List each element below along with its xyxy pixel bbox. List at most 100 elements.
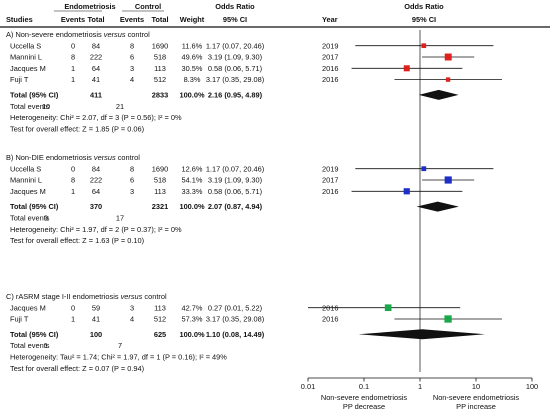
left-direction-sub: PP decrease (343, 402, 385, 411)
or-ci-cell: 0.27 (0.01, 5.22) (208, 303, 262, 312)
x-tick-label: 0.01 (301, 382, 315, 391)
pooled-or-ci: 1.10 (0.08, 14.49) (206, 330, 265, 339)
study-name: Uccella S (10, 41, 41, 50)
total2-cell: 113 (154, 303, 166, 312)
total2-cell: 113 (154, 64, 166, 73)
total1-cell: 41 (92, 75, 100, 84)
or-ci-header: 95% CI (223, 15, 247, 24)
total2-sum: 625 (154, 330, 166, 339)
events2-cell: 4 (130, 75, 134, 84)
total2-cell: 1690 (152, 164, 168, 173)
total1-cell: 222 (90, 176, 102, 185)
section-title: C) rASRM stage I-II endometriosis versus… (6, 292, 167, 301)
total-events-label: Total events (10, 214, 50, 223)
year-cell: 2016 (322, 315, 338, 324)
pooled-diamond (416, 201, 459, 212)
or-ci-cell: 3.17 (0.35, 29.08) (206, 315, 264, 324)
year-header: Year (322, 15, 338, 24)
heterogeneity-text: Heterogeneity: Chi² = 1.97, df = 2 (P = … (10, 225, 182, 234)
total-events2: 21 (116, 102, 124, 111)
weight-cell: 11.6% (182, 41, 203, 50)
study-name: Mannini L (10, 176, 42, 185)
events2-cell: 3 (130, 187, 134, 196)
study-square (444, 176, 452, 184)
study-name: Mannini L (10, 53, 42, 62)
overall-effect-text: Test for overall effect: Z = 1.63 (P = 0… (10, 236, 144, 245)
weight-cell: 57.3% (182, 315, 203, 324)
weight-cell: 54.1% (182, 176, 203, 185)
total1-sum: 100 (90, 330, 102, 339)
weight-header: Weight (180, 15, 205, 24)
total-events2: 17 (116, 214, 124, 223)
events2-cell: 3 (130, 303, 134, 312)
heterogeneity-text: Heterogeneity: Chi² = 2.07, df = 3 (P = … (10, 113, 182, 122)
weight-cell: 33.3% (182, 187, 203, 196)
year-cell: 2016 (322, 64, 338, 73)
left-direction-label: Non-severe endometriosis (321, 393, 408, 402)
or-ci-cell: 0.58 (0.06, 5.71) (208, 187, 262, 196)
total2-sum: 2321 (152, 202, 168, 211)
total1-cell: 41 (92, 315, 100, 324)
study-square (403, 65, 410, 72)
weight-cell: 49.6% (182, 53, 203, 62)
study-name: Fuji T (10, 75, 29, 84)
or-ci-cell: 3.17 (0.35, 29.08) (206, 75, 264, 84)
total1-sum: 370 (90, 202, 102, 211)
year-cell: 2019 (322, 164, 338, 173)
events2-cell: 3 (130, 64, 134, 73)
or-ci-cell: 3.19 (1.09, 9.30) (208, 176, 262, 185)
total-label: Total (95% CI) (10, 202, 59, 211)
study-name: Fuji T (10, 315, 29, 324)
or-ci-cell: 0.58 (0.06, 5.71) (208, 64, 262, 73)
right-direction-sub: PP increase (456, 402, 496, 411)
overall-effect-text: Test for overall effect: Z = 1.85 (P = 0… (10, 124, 144, 133)
group2-header: Control (135, 2, 161, 11)
study-square (444, 53, 452, 61)
total1-cell: 64 (92, 187, 100, 196)
study-name: Jacques M (10, 64, 46, 73)
x-tick-label: 1 (418, 382, 422, 391)
or-ci-cell: 3.19 (1.09, 9.30) (208, 53, 262, 62)
group1-header: Endometriosis (64, 2, 115, 11)
pooled-diamond (358, 329, 486, 340)
study-square (384, 304, 392, 312)
weight-cell: 12.6% (182, 164, 203, 173)
total1-sum: 411 (90, 91, 102, 100)
year-cell: 2016 (322, 187, 338, 196)
study-square (445, 77, 451, 82)
total2-header: Total (151, 15, 168, 24)
overall-effect-text: Test for overall effect: Z = 0.07 (P = 0… (10, 364, 144, 373)
heterogeneity-text: Heterogeneity: Tau² = 1.74; Chi² = 1.97,… (10, 353, 227, 362)
events1-cell: 0 (71, 41, 75, 50)
total1-cell: 84 (92, 41, 100, 50)
weight-cell: 42.7% (182, 303, 203, 312)
total1-cell: 84 (92, 164, 100, 173)
x-tick-label: 10 (472, 382, 480, 391)
total-events1: 10 (42, 102, 50, 111)
or-ci-cell: 1.17 (0.07, 20.46) (206, 41, 264, 50)
or-ci-cell: 1.17 (0.07, 20.46) (206, 164, 264, 173)
weight-cell: 8.3% (184, 75, 201, 84)
total-events-label: Total events (10, 102, 50, 111)
total-events2: 7 (118, 341, 122, 350)
events2-cell: 8 (130, 41, 134, 50)
study-square (444, 315, 452, 323)
year-cell: 2017 (322, 176, 338, 185)
events2-cell: 4 (130, 315, 134, 324)
pooled-or-ci: 2.16 (0.95, 4.89) (208, 91, 263, 100)
events1-cell: 1 (71, 64, 75, 73)
year-cell: 2016 (322, 75, 338, 84)
weight-sum: 100.0% (179, 202, 204, 211)
x-tick-label: 100 (526, 382, 538, 391)
study-name: Jacques M (10, 303, 46, 312)
right-direction-label: Non-severe endometriosis (433, 393, 520, 402)
plot-ci-header: 95% CI (412, 15, 436, 24)
weight-sum: 100.0% (179, 330, 204, 339)
total1-cell: 222 (90, 53, 102, 62)
events2-header: Events (120, 15, 144, 24)
section-title: B) Non-DIE endometriosis versus control (6, 153, 140, 162)
total-events1: 1 (44, 341, 48, 350)
events1-cell: 1 (71, 75, 75, 84)
events1-cell: 8 (71, 53, 75, 62)
